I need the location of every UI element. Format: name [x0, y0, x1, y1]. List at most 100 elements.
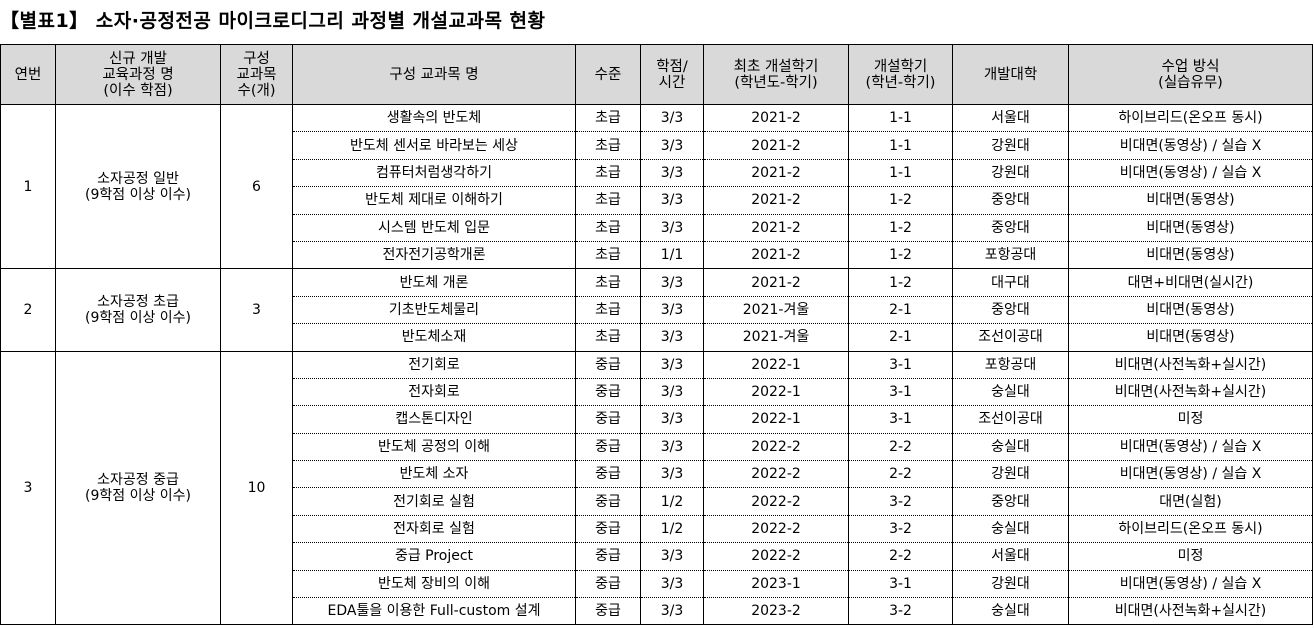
class-method: 비대면(동영상) [1068, 240, 1313, 269]
university: 조선이공대 [952, 323, 1069, 352]
first-semester: 2022-2 [703, 432, 849, 461]
level: 중급 [575, 569, 641, 598]
university: 조선이공대 [952, 405, 1069, 434]
table-row: 시스템 반도체 입문 초급 3/3 2021-2 1-2 중앙대 비대면(동영상) [1, 213, 1313, 242]
credit-hours: 3/3 [640, 350, 704, 379]
first-semester: 2022-2 [703, 460, 849, 488]
university: 강원대 [952, 131, 1069, 160]
university: 숭실대 [952, 377, 1069, 406]
subject-name: 반도체 공정의 이해 [292, 432, 576, 461]
semester: 3-2 [848, 597, 953, 626]
subject-name: 전자회로 [292, 377, 576, 406]
class-method: 비대면(동영상) [1068, 213, 1313, 242]
level: 초급 [575, 103, 641, 132]
header-col-course-name: 신규 개발 교육과정 명 (이수 학점) [55, 44, 221, 105]
first-semester: 2021-2 [703, 103, 849, 132]
credit-hours: 3/3 [640, 597, 704, 626]
credit-hours: 3/3 [640, 542, 704, 571]
first-semester: 2022-2 [703, 487, 849, 516]
class-method: 미정 [1068, 542, 1313, 571]
first-semester: 2022-2 [703, 542, 849, 571]
level: 초급 [575, 186, 641, 215]
table-row: 컴퓨터처럼생각하기 초급 3/3 2021-2 1-1 강원대 비대면(동영상) / 실습 … [1, 158, 1313, 187]
university: 포항공대 [952, 240, 1069, 269]
credit-hours: 3/3 [640, 323, 704, 352]
level: 중급 [575, 514, 641, 543]
semester: 1-2 [848, 268, 953, 297]
class-method: 비대면(동영상) / 실습 X [1068, 460, 1313, 488]
subject-count: 10 [220, 350, 293, 626]
credit-hours: 3/3 [640, 405, 704, 434]
class-method: 비대면(동영상) [1068, 323, 1313, 352]
first-semester: 2021-2 [703, 240, 849, 269]
university: 숭실대 [952, 432, 1069, 461]
university: 중앙대 [952, 186, 1069, 215]
first-semester: 2023-2 [703, 597, 849, 626]
class-method: 비대면(사전녹화+실시간) [1068, 597, 1313, 626]
subject-name: 컴퓨터처럼생각하기 [292, 158, 576, 187]
first-semester: 2022-2 [703, 514, 849, 543]
class-method: 미정 [1068, 405, 1313, 434]
university: 강원대 [952, 569, 1069, 598]
class-method: 대면(실험) [1068, 487, 1313, 516]
level: 초급 [575, 323, 641, 352]
class-method: 하이브리드(온오프 동시) [1068, 103, 1313, 132]
table-row: 전기회로 실험 중급 1/2 2022-2 3-2 중앙대 대면(실험) [1, 487, 1313, 516]
level: 초급 [575, 295, 641, 324]
table-row: 3 소자공정 중급 (9학점 이상 이수) 10 전기회로 중급 3/3 2022-1 3-1 포… [0, 350, 1313, 626]
first-semester: 2022-1 [703, 350, 849, 379]
level: 초급 [575, 131, 641, 160]
university: 강원대 [952, 460, 1069, 488]
credit-hours: 3/3 [640, 131, 704, 160]
table-row: 기초반도체물리 초급 3/3 2021-겨울 2-1 중앙대 비대면(동영상) [1, 295, 1313, 324]
university: 중앙대 [952, 295, 1069, 324]
header-col-first-semester: 최초 개설학기 (학년도-학기) [703, 44, 849, 105]
class-method: 비대면(동영상) / 실습 X [1068, 158, 1313, 187]
group-number: 1 [0, 103, 56, 270]
class-method: 대면+비대면(실시간) [1068, 268, 1313, 297]
subject-name: 반도체 센서로 바라보는 세상 [292, 131, 576, 160]
first-semester: 2021-겨울 [703, 295, 849, 324]
first-semester: 2021-2 [703, 213, 849, 242]
level: 초급 [575, 213, 641, 242]
subject-name: 반도체 장비의 이해 [292, 569, 576, 598]
level: 중급 [575, 405, 641, 434]
level: 초급 [575, 240, 641, 269]
subject-name: 반도체소재 [292, 323, 576, 352]
first-semester: 2021-2 [703, 131, 849, 160]
table-row: 반도체 제대로 이해하기 초급 3/3 2021-2 1-2 중앙대 비대면(동영상) [1, 186, 1313, 215]
credit-hours: 1/2 [640, 514, 704, 543]
university: 강원대 [952, 158, 1069, 187]
subject-name: 전기회로 [292, 350, 576, 379]
level: 중급 [575, 460, 641, 488]
table-row: 반도체 공정의 이해 중급 3/3 2022-2 2-2 숭실대 비대면(동영상) / 실습… [1, 432, 1313, 461]
semester: 1-2 [848, 213, 953, 242]
table-row: 중급 Project 중급 3/3 2022-2 2-2 서울대 미정 [1, 542, 1313, 571]
semester: 2-2 [848, 542, 953, 571]
semester: 1-1 [848, 158, 953, 187]
credit-hours: 3/3 [640, 158, 704, 187]
table-row: 전자전기공학개론 초급 1/1 2021-2 1-2 포항공대 비대면(동영상) [1, 240, 1313, 269]
header-col-subject-count: 구성 교과목 수(개) [220, 44, 293, 105]
first-semester: 2022-1 [703, 405, 849, 434]
header-col-level: 수준 [575, 44, 641, 105]
document-title: 【별표1】 소자·공정전공 마이크로디그리 과정별 개설교과목 현황 [0, 10, 546, 32]
table-row: 1 소자공정 일반 (9학점 이상 이수) 6 생활속의 반도체 초급 3/3 2021-2 1… [0, 103, 1313, 270]
header-row: 연번 신규 개발 교육과정 명 (이수 학점) 구성 교과목 수(개) 구성 교과목 명 수준 학… [0, 44, 1313, 105]
university: 서울대 [952, 542, 1069, 571]
subject-name: 생활속의 반도체 [292, 103, 576, 132]
credit-hours: 1/2 [640, 487, 704, 516]
first-semester: 2021-2 [703, 268, 849, 297]
university: 숭실대 [952, 514, 1069, 543]
table-row: EDA툴을 이용한 Full-custom 설계 중급 3/3 2023-2 3-2 숭실… [1, 597, 1313, 626]
group-number: 3 [0, 350, 56, 626]
semester: 3-1 [848, 350, 953, 379]
subject-name: 반도체 소자 [292, 460, 576, 488]
course-name: 소자공정 초급 (9학점 이상 이수) [55, 268, 221, 352]
first-semester: 2022-1 [703, 377, 849, 406]
header-col-no: 연번 [0, 44, 56, 105]
level: 중급 [575, 350, 641, 379]
subject-name: 시스템 반도체 입문 [292, 213, 576, 242]
table-row: 전자회로 중급 3/3 2022-1 3-1 숭실대 비대면(사전녹화+실시간) [1, 377, 1313, 406]
first-semester: 2021-겨울 [703, 323, 849, 352]
